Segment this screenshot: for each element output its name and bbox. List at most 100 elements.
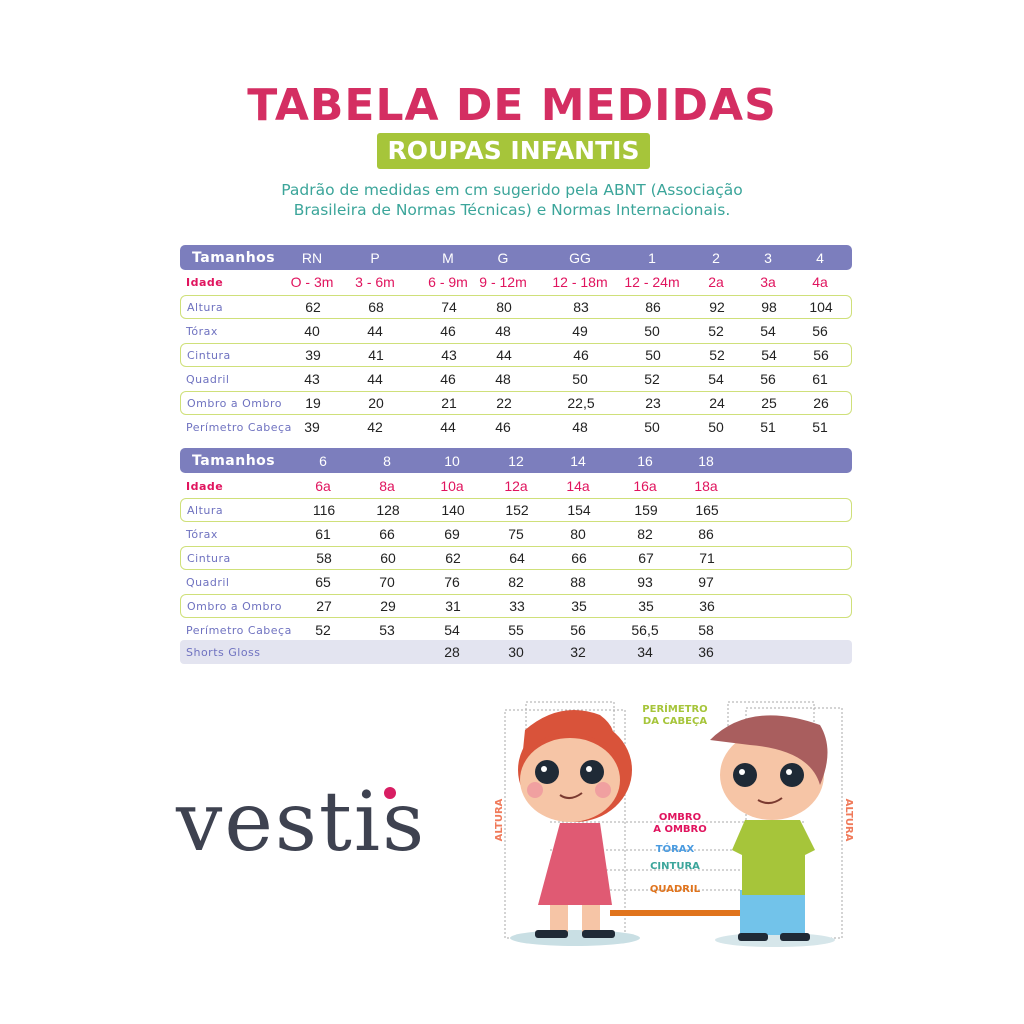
table-cell: 46 <box>440 323 456 339</box>
size-header: 6 <box>319 452 327 469</box>
table-cell: 58 <box>698 622 714 638</box>
size-header: 1 <box>648 249 656 266</box>
label-chest: TÓRAX <box>656 842 695 855</box>
table-cell: 28 <box>444 644 460 660</box>
table-cell: 46 <box>440 371 456 387</box>
size-header: 16 <box>637 452 653 469</box>
page-title: TABELA DE MEDIDAS <box>247 80 777 131</box>
table-cell: 25 <box>761 395 777 411</box>
table-cell: 46 <box>573 347 589 363</box>
table-cell: 51 <box>760 419 776 435</box>
table-cell: 128 <box>376 502 400 518</box>
table-cell: 88 <box>570 574 586 590</box>
row-label: Tórax <box>186 324 218 338</box>
table-cell: 52 <box>708 323 724 339</box>
table-row: Idade 6a 8a 10a 12a 14a 16a 18a <box>180 474 852 498</box>
label-shoulder: OMBRO <box>659 812 701 823</box>
table-cell: 52 <box>644 371 660 387</box>
table-cell: 50 <box>708 419 724 435</box>
table-cell: 52 <box>709 347 725 363</box>
table-cell: 82 <box>637 526 653 542</box>
table-cell: 62 <box>445 550 461 566</box>
table-cell: 42 <box>367 419 383 435</box>
row-label: Idade <box>186 479 224 493</box>
table-cell: 69 <box>444 526 460 542</box>
table-cell: 67 <box>638 550 654 566</box>
table-cell: 61 <box>812 371 828 387</box>
table-cell: 33 <box>509 598 525 614</box>
table-cell: 36 <box>699 598 715 614</box>
table-cell: 16a <box>633 478 657 494</box>
table-row: Idade O - 3m 3 - 6m 6 - 9m 9 - 12m 12 - 18m 12… <box>180 270 852 294</box>
row-label: Cintura <box>187 348 231 362</box>
table-cell: 165 <box>695 502 719 518</box>
table-cell: 64 <box>509 550 525 566</box>
table-row: Altura 116 128 140 152 154 159 165 <box>180 498 852 522</box>
table-cell: 21 <box>441 395 457 411</box>
table-cell: 39 <box>305 347 321 363</box>
table-cell: 55 <box>508 622 524 638</box>
table-cell: 22 <box>496 395 512 411</box>
row-label: Cintura <box>187 551 231 565</box>
row-label: Perímetro Cabeça <box>186 623 292 637</box>
table-cell: 65 <box>315 574 331 590</box>
table-cell: 61 <box>315 526 331 542</box>
logo-dot <box>384 787 396 799</box>
table-cell: 82 <box>508 574 524 590</box>
table-cell: 56 <box>760 371 776 387</box>
table-row: Quadril 65 70 76 82 88 93 97 <box>180 570 852 594</box>
table-cell: 159 <box>634 502 658 518</box>
size-header: G <box>497 249 509 266</box>
description-line: Padrão de medidas em cm sugerido pela AB… <box>281 181 743 199</box>
table-cell: 20 <box>368 395 384 411</box>
table-cell: 86 <box>645 299 661 315</box>
table-cell: 104 <box>809 299 833 315</box>
table-row: Perímetro Cabeça 52 53 54 55 56 56,5 58 <box>180 618 852 642</box>
table-cell: 80 <box>570 526 586 542</box>
table-cell: 154 <box>567 502 591 518</box>
table-cell: 44 <box>496 347 512 363</box>
label-height-right: ALTURA <box>843 799 854 842</box>
table-cell: 48 <box>495 323 511 339</box>
table-header: Tamanhos 6 8 10 12 14 16 18 <box>180 448 852 473</box>
table-cell: 92 <box>709 299 725 315</box>
size-header: 18 <box>698 452 714 469</box>
table-cell: 53 <box>379 622 395 638</box>
table-cell: 36 <box>698 644 714 660</box>
table-cell: 12a <box>504 478 528 494</box>
size-header: 12 <box>508 452 524 469</box>
table-cell: 40 <box>304 323 320 339</box>
table-cell: 62 <box>305 299 321 315</box>
table-cell: 54 <box>708 371 724 387</box>
table-cell: 35 <box>638 598 654 614</box>
table-cell: 22,5 <box>567 395 595 411</box>
table-row: Cintura 58 60 62 64 66 67 71 <box>180 546 852 570</box>
table-cell: 32 <box>570 644 586 660</box>
table-row: Altura 62 68 74 80 83 86 92 98 104 <box>180 295 852 319</box>
header-label: Tamanhos <box>192 452 276 469</box>
table-cell: 75 <box>508 526 524 542</box>
label-head: PERÍMETRO <box>642 702 707 715</box>
table-row: Perímetro Cabeça 39 42 44 46 48 50 50 51 51 <box>180 415 852 439</box>
description-line: Brasileira de Normas Técnicas) e Normas … <box>293 201 731 219</box>
table-cell: 70 <box>379 574 395 590</box>
row-label: Altura <box>187 300 224 314</box>
table-cell: 60 <box>380 550 396 566</box>
table-cell: 26 <box>813 395 829 411</box>
row-label: Shorts Gloss <box>186 645 261 659</box>
table-cell: 35 <box>571 598 587 614</box>
table-cell: 2a <box>708 274 724 290</box>
table-row: Ombro a Ombro 19 20 21 22 22,5 23 24 25 26 <box>180 391 852 415</box>
row-label: Ombro a Ombro <box>187 599 282 613</box>
table-cell: 66 <box>571 550 587 566</box>
table-cell: 23 <box>645 395 661 411</box>
table-cell: 56 <box>570 622 586 638</box>
table-header: Tamanhos RN P M G GG 1 2 3 4 <box>180 245 852 270</box>
table-cell: 24 <box>709 395 725 411</box>
table-cell: 46 <box>495 419 511 435</box>
table-cell: 49 <box>572 323 588 339</box>
table-cell: 50 <box>645 347 661 363</box>
label-waist: CINTURA <box>650 861 700 872</box>
table-cell: 43 <box>441 347 457 363</box>
table-cell: 6a <box>315 478 331 494</box>
